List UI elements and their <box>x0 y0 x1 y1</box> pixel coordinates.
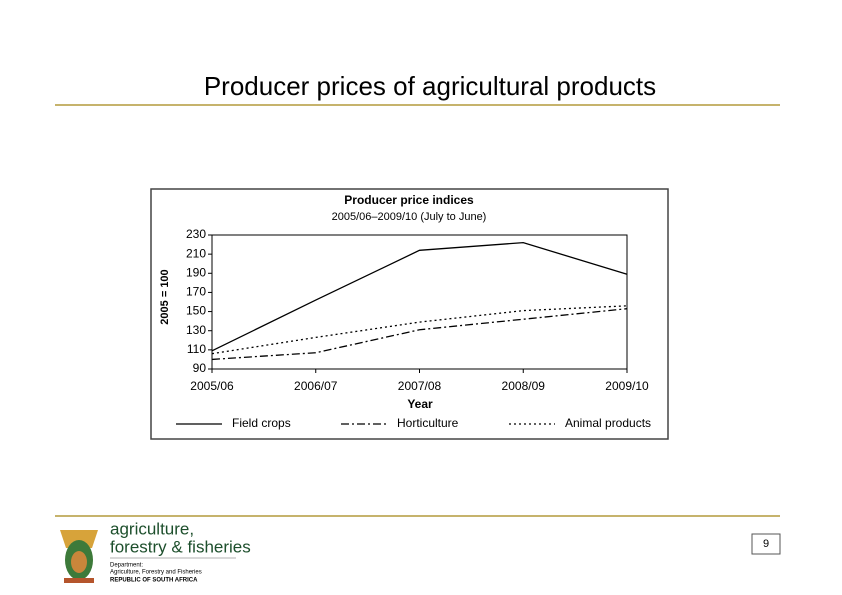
coat-of-arms <box>60 530 98 583</box>
y-tick-label: 170 <box>186 285 206 299</box>
x-tick-label: 2005/06 <box>190 379 234 393</box>
legend-label: Field crops <box>232 416 291 430</box>
y-tick-label: 210 <box>186 246 206 260</box>
x-tick-label: 2008/09 <box>502 379 546 393</box>
y-tick-label: 130 <box>186 323 206 337</box>
y-tick-label: 90 <box>193 361 207 375</box>
series-line <box>211 241 628 352</box>
y-axis-label: 2005 = 100 <box>159 269 171 324</box>
x-tick-label: 2006/07 <box>294 379 338 393</box>
x-tick-label: 2007/08 <box>398 379 442 393</box>
y-tick-label: 190 <box>186 265 206 279</box>
chart-frame <box>150 188 669 440</box>
x-axis-label: Year <box>407 397 433 411</box>
logo-line: agriculture, <box>110 519 194 538</box>
department-label: Department: <box>110 563 143 569</box>
department-name: Agriculture, Forestry and Fisheries <box>110 570 202 576</box>
chart-subtitle: 2005/06–2009/10 (July to June) <box>332 211 487 223</box>
y-tick-label: 230 <box>186 227 206 241</box>
slide-title: Producer prices of agricultural products <box>204 71 656 101</box>
country: REPUBLIC OF SOUTH AFRICA <box>110 578 198 584</box>
x-tick-label: 2009/10 <box>605 379 649 393</box>
page-number-box <box>751 533 781 555</box>
series-line <box>211 305 628 355</box>
legend-label: Animal products <box>565 416 651 430</box>
legend-label: Horticulture <box>397 416 459 430</box>
y-tick-label: 110 <box>187 342 206 356</box>
series-line <box>211 308 628 361</box>
chart-title: Producer price indices <box>344 193 474 207</box>
y-tick-label: 150 <box>186 304 206 318</box>
page-number: 9 <box>763 538 769 550</box>
logo-line: forestry & fisheries <box>110 537 251 556</box>
